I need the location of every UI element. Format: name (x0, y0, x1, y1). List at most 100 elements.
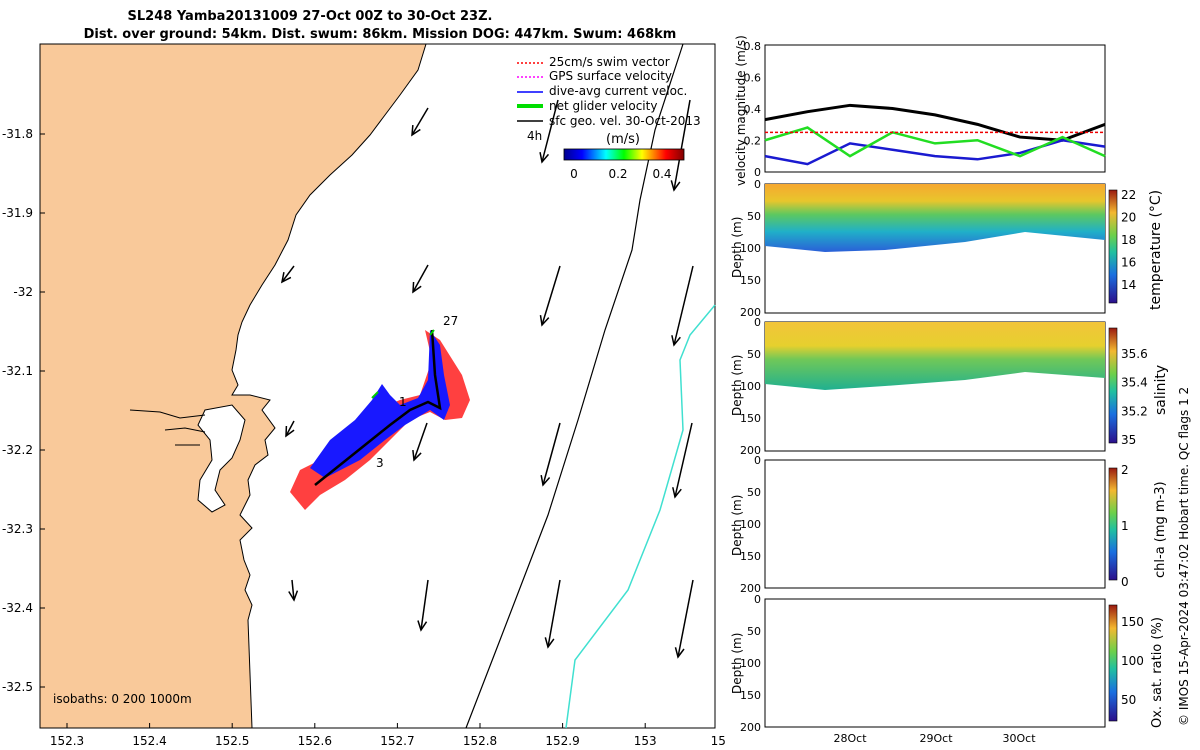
geo-arrow-shaft (412, 264, 429, 293)
lat-tick-label: -32 (13, 285, 33, 299)
xtick-29oct: 29Oct (919, 732, 953, 745)
lat-axis: -31.8 -31.9 -32 -32.1 -32.2 -32.3 -32.4 -32.5 (2, 127, 45, 694)
lat-tick-label: -32.2 (2, 443, 33, 457)
chla-ylabel: Depth (m) (730, 494, 744, 556)
colorbar-tick-0: 0 (570, 167, 578, 181)
velocity-series-line (764, 103, 1106, 142)
isobaths-label: isobaths: 0 200 1000m (53, 692, 192, 706)
depth-tick: 50 (747, 625, 761, 638)
legend-current-label: dive-avg current veloc. (549, 84, 687, 98)
geo-arrow-head (540, 475, 551, 487)
geo-arrow-shaft (674, 422, 693, 498)
geo-arrow-shaft (547, 579, 561, 648)
geo-arrow-head (280, 272, 292, 284)
geo-arrow-shaft (291, 579, 295, 601)
legend-geo-label: sfc geo. vel. 30-Oct-2013 (549, 114, 701, 128)
colorbar-tick: 100 (1121, 654, 1144, 668)
oxygen-yticks: 0 50 100 150 200 (740, 593, 761, 734)
current-vector-cluster (310, 330, 450, 478)
geo-arrow-shaft (673, 265, 694, 346)
depth-tick: 200 (740, 444, 761, 457)
salinity-cblabel: salinity (1153, 364, 1169, 415)
lat-tick-label: -31.8 (2, 127, 33, 141)
salinity-colorbar (1108, 327, 1118, 444)
colorbar-tick: 20 (1121, 211, 1136, 225)
geo-arrow-shaft (541, 99, 559, 163)
speed-colorbar (563, 148, 685, 161)
geo-arrow-shaft (413, 422, 428, 461)
velocity-axes (764, 44, 1106, 173)
geo-arrow-head (412, 449, 422, 462)
colorbar-label: (m/s) (606, 132, 640, 147)
lon-tick-label: 152.3 (50, 734, 84, 748)
colorbar-tick: 1 (1121, 519, 1129, 533)
lat-tick-label: -32.5 (2, 680, 33, 694)
glider-path-line (314, 329, 442, 486)
colorbar-tick-1: 0.2 (608, 167, 627, 181)
label-4h: 4h (527, 129, 542, 143)
geo-arrow-head (539, 315, 550, 327)
temperature-ylabel: Depth (m) (730, 216, 744, 278)
geo-arrow-head (285, 425, 295, 438)
lat-tick-label: -32.1 (2, 364, 33, 378)
colorbar-tick: 35.6 (1121, 347, 1148, 361)
depth-tick: 100 (740, 242, 761, 255)
lon-axis: 152.3 152.4 152.5 152.6 152.7 152.8 152.9 153 15… (50, 723, 725, 748)
depth-tick: 150 (740, 550, 761, 563)
depth-tick: 0 (754, 454, 761, 467)
temperature-yticks: 0 50 100 150 200 (740, 178, 761, 319)
depth-tick: 0 (754, 593, 761, 606)
lon-tick-label: 153 (634, 734, 657, 748)
lon-tick-label: 152.6 (298, 734, 332, 748)
net-glider-velocity-marks (371, 329, 435, 399)
colorbar-tick: 35.2 (1121, 404, 1148, 418)
colorbar-tick: 16 (1121, 256, 1136, 270)
colorbar-tick: 35.4 (1121, 376, 1148, 390)
depth-tick: 200 (740, 721, 761, 734)
depth-tick: 50 (747, 210, 761, 223)
lon-tick-label: 152.7 (380, 734, 414, 748)
geo-arrow-head (288, 590, 299, 602)
geo-arrow-shaft (420, 579, 429, 631)
lon-tick-label: 153.1 (711, 734, 725, 748)
colorbar-tick: 35 (1121, 433, 1136, 447)
map-panel: 27 1 3 25cm/s swim vector GPS surface ve… (2, 43, 725, 748)
point-label-27: 27 (443, 314, 458, 328)
temperature-field (765, 184, 1105, 252)
depth-tick: 150 (740, 689, 761, 702)
figure-title: SL248 Yamba20131009 27-Oct 00Z to 30-Oct… (84, 9, 677, 42)
isobath-1000m (565, 304, 716, 729)
geo-arrow-head (672, 487, 682, 499)
velocity-ytick: 0.6 (744, 72, 762, 85)
geo-arrow-head (671, 335, 681, 347)
salinity-cbticks: 35 35.2 35.4 35.6 (1121, 347, 1148, 447)
geo-arrow-head (544, 637, 555, 649)
velocity-ylabel: velocity magnitude (m/s) (734, 35, 748, 186)
footer-credit: © IMOS 15-Apr-2024 03:47:02 Hobart time.… (1177, 386, 1191, 726)
point-label-1: 1 (399, 395, 407, 409)
geo-arrow-shaft (541, 265, 561, 326)
oxygen-cblabel: Ox. sat. ratio (%) (1150, 617, 1165, 728)
land-mass (39, 43, 427, 729)
depth-tick: 100 (740, 518, 761, 531)
temperature-cbticks: 14 16 18 20 22 (1121, 188, 1136, 292)
salinity-ylabel: Depth (m) (730, 354, 744, 416)
river-channel (129, 409, 206, 446)
lon-tick-label: 152.5 (215, 734, 249, 748)
oxygen-cbticks: 50 100 150 (1121, 615, 1144, 707)
colorbar-tick: 150 (1121, 615, 1144, 629)
lat-tick-label: -31.9 (2, 206, 33, 220)
geo-arrow-shaft (542, 422, 561, 486)
velocity-ytick: 0.4 (744, 103, 762, 116)
depth-tick: 150 (740, 412, 761, 425)
depth-tick: 100 (740, 657, 761, 670)
geostrophic-arrows (280, 99, 694, 659)
legend-gps-label: GPS surface velocity (549, 69, 672, 83)
lon-tick-label: 152.8 (463, 734, 497, 748)
depth-tick: 150 (740, 274, 761, 287)
geo-arrow-shaft (285, 420, 295, 437)
lat-tick-label: -32.4 (2, 601, 33, 615)
estuary (197, 404, 246, 513)
colorbar-tick: 14 (1121, 278, 1136, 292)
geo-arrow-head (670, 180, 681, 192)
